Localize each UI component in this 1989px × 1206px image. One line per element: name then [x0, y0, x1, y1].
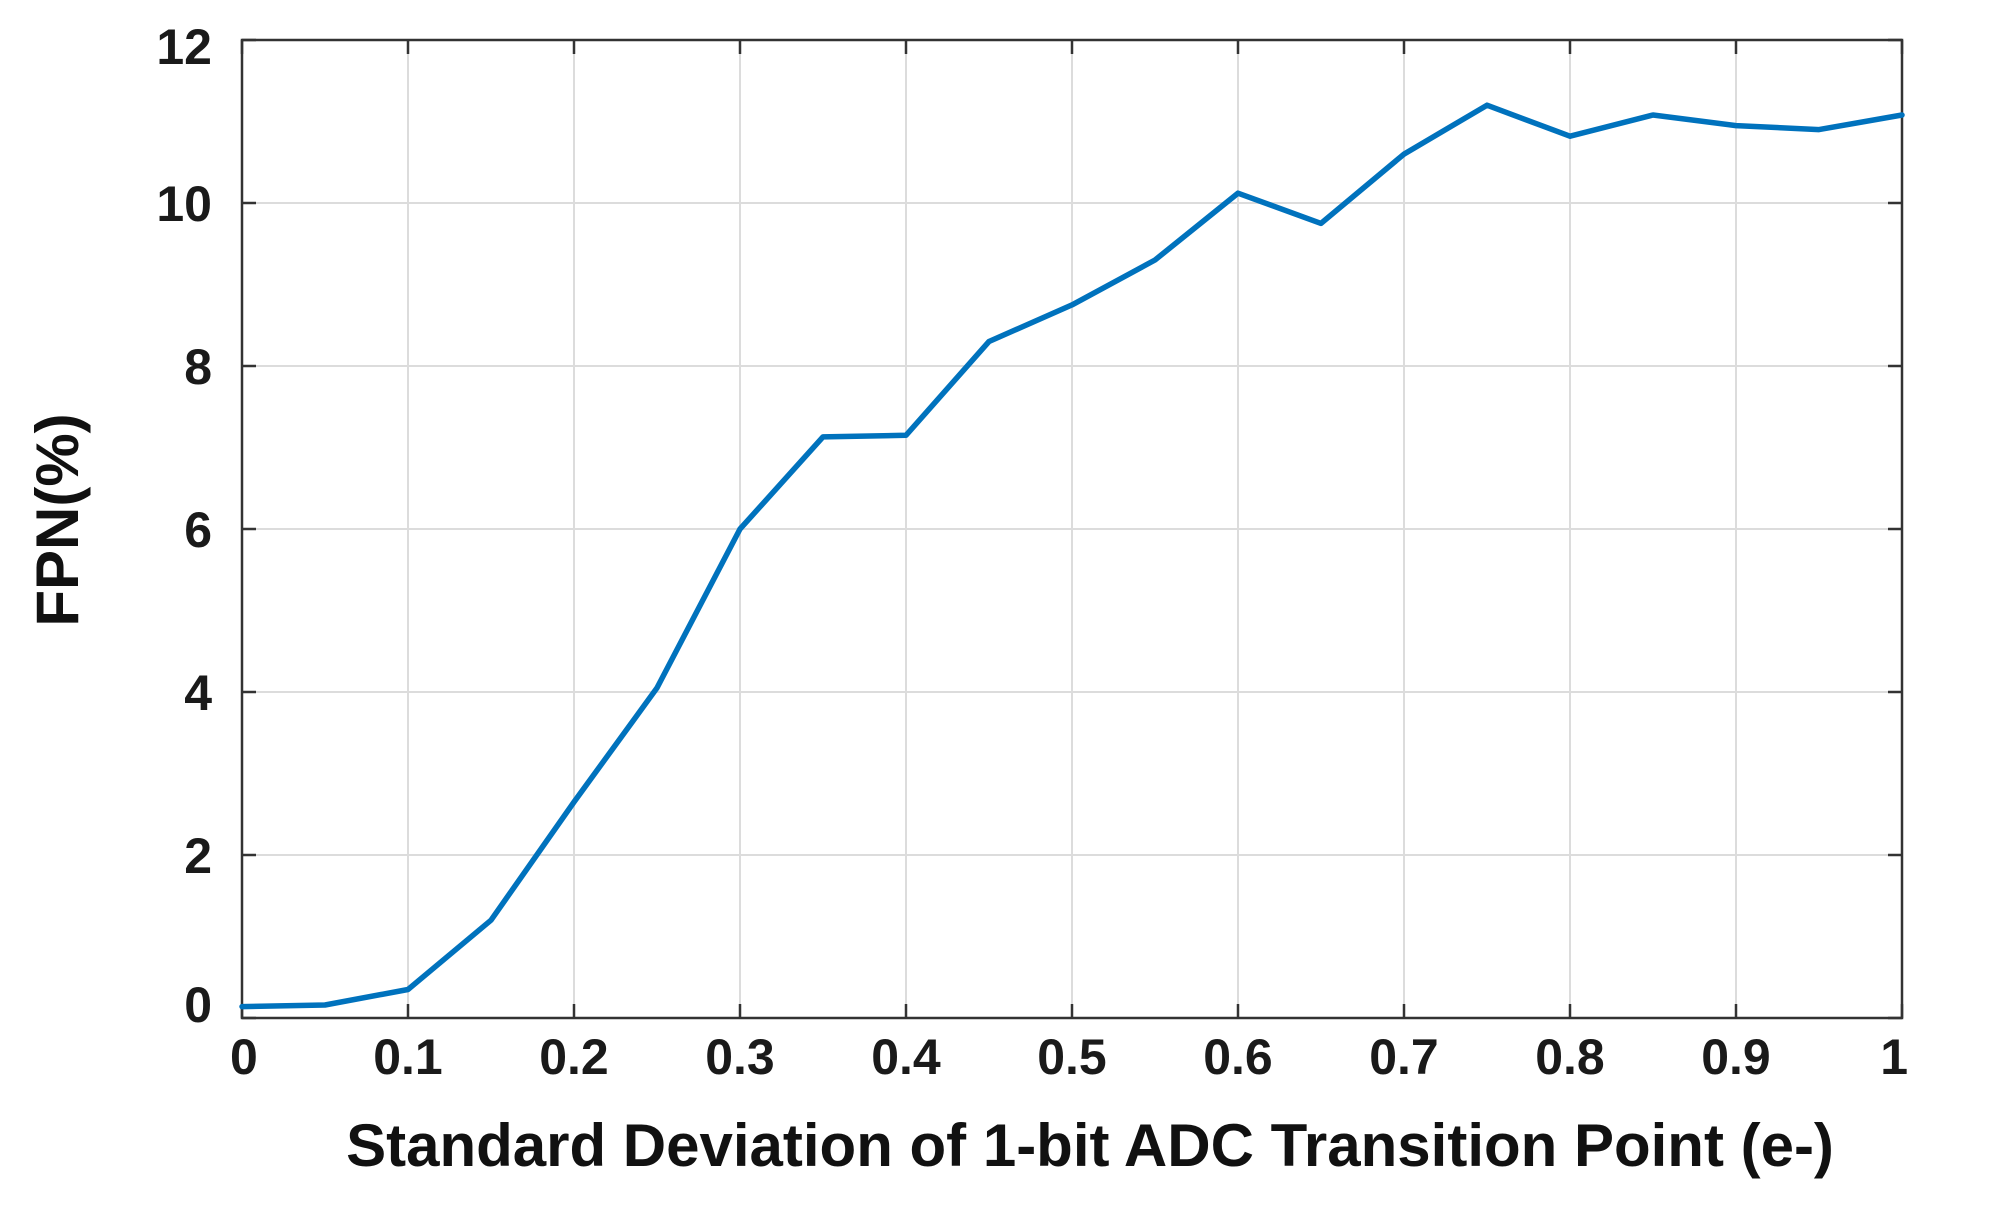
series-lines [239, 102, 1905, 1010]
y-tick-label-4: 8 [184, 339, 212, 395]
grid-lines [242, 40, 1902, 1018]
y-tick-label-0: 0 [184, 977, 212, 1033]
series-line-0 [239, 102, 1905, 1010]
x-tick-label-1: 0.1 [373, 1029, 443, 1085]
x-tick-label-2: 0.2 [539, 1029, 609, 1085]
x-tick-label-8: 0.8 [1535, 1029, 1605, 1085]
y-tick-label-2: 4 [184, 665, 212, 721]
y-tick-label-6: 12 [156, 19, 212, 75]
y-tick-labels: 0 2 4 6 8 10 12 [156, 19, 212, 1033]
x-tick-label-9: 0.9 [1701, 1029, 1771, 1085]
x-tick-label-6: 0.6 [1203, 1029, 1273, 1085]
x-axis-title: Standard Deviation of 1-bit ADC Transiti… [346, 1112, 1834, 1179]
y-axis-title: FPN(%) [24, 413, 91, 626]
x-tick-label-0: 0 [230, 1029, 258, 1085]
y-tick-label-5: 10 [156, 176, 212, 232]
x-tick-label-4: 0.4 [871, 1029, 941, 1085]
x-tick-label-10: 1 [1880, 1029, 1908, 1085]
x-tick-labels: 0 0.1 0.2 0.3 0.4 0.5 0.6 0.7 0.8 0.9 1 [230, 1029, 1908, 1085]
y-tick-label-1: 2 [184, 828, 212, 884]
y-tick-label-3: 6 [184, 502, 212, 558]
x-tick-label-5: 0.5 [1037, 1029, 1107, 1085]
x-tick-label-3: 0.3 [705, 1029, 775, 1085]
x-tick-label-7: 0.7 [1369, 1029, 1439, 1085]
axis-tick-marks [240, 38, 1904, 1020]
